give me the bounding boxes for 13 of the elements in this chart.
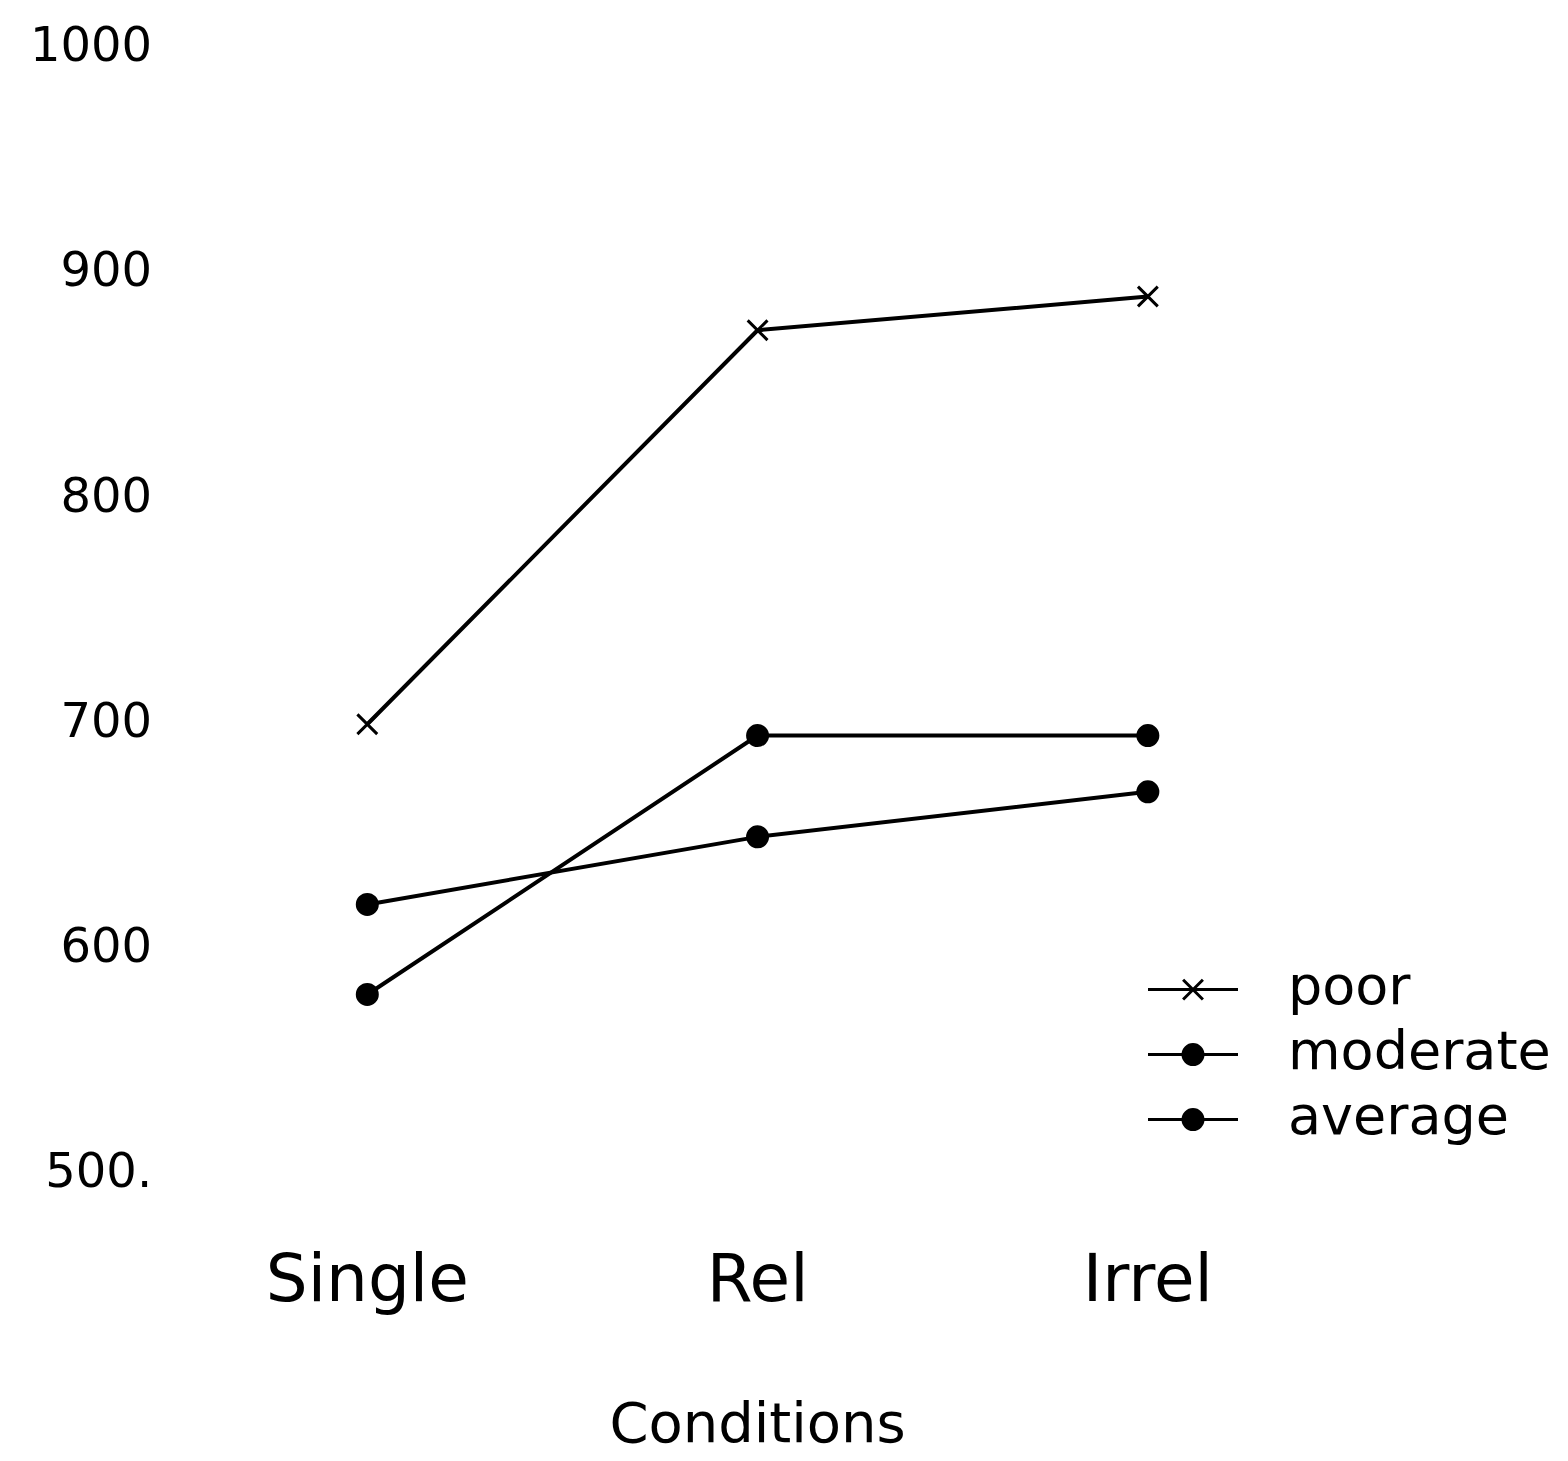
- legend-label: poor: [1288, 953, 1412, 1017]
- legend-label: average: [1288, 1083, 1510, 1147]
- y-tick-label: 500.: [45, 1142, 153, 1199]
- y-tick-label: 1000: [30, 16, 153, 73]
- y-tick-label: 900: [60, 241, 153, 298]
- x-axis-title: Conditions: [609, 1389, 906, 1455]
- y-tick-label: 600: [60, 916, 153, 973]
- y-tick-label: 700: [60, 691, 153, 748]
- legend-label: moderate: [1288, 1018, 1551, 1082]
- x-tick-label: Irrel: [1082, 1240, 1213, 1318]
- x-tick-label: Single: [265, 1240, 469, 1318]
- y-tick-label: 800: [60, 466, 153, 523]
- x-tick-label: Rel: [706, 1240, 809, 1318]
